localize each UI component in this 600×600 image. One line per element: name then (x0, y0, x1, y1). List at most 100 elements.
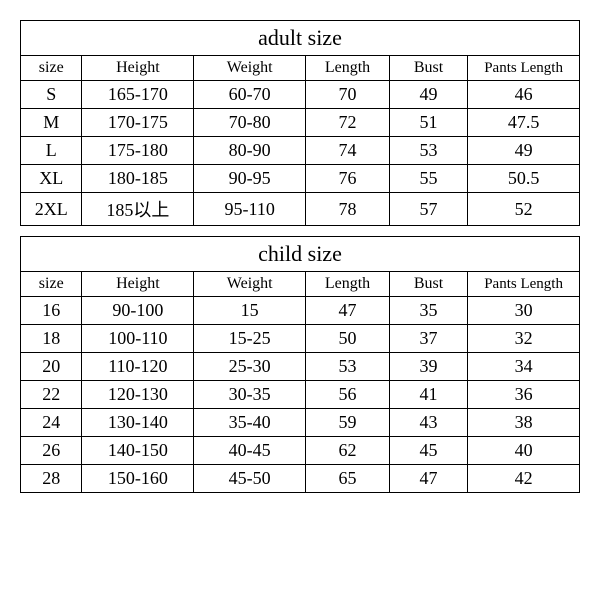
cell-weight: 15 (194, 297, 306, 325)
cell-length: 50 (306, 325, 390, 353)
cell-bust: 55 (389, 165, 467, 193)
table-gap (20, 226, 580, 236)
cell-length: 56 (306, 381, 390, 409)
cell-height: 110-120 (82, 353, 194, 381)
cell-length: 78 (306, 193, 390, 226)
cell-size: M (21, 109, 82, 137)
cell-size: 20 (21, 353, 82, 381)
cell-bust: 47 (389, 465, 467, 493)
cell-bust: 57 (389, 193, 467, 226)
col-header-length: Length (306, 56, 390, 81)
table-title-row: child size (21, 237, 580, 272)
col-header-length: Length (306, 272, 390, 297)
cell-pants: 50.5 (468, 165, 580, 193)
table-row: M 170-175 70-80 72 51 47.5 (21, 109, 580, 137)
cell-pants: 42 (468, 465, 580, 493)
cell-height: 120-130 (82, 381, 194, 409)
cell-pants: 46 (468, 81, 580, 109)
cell-bust: 53 (389, 137, 467, 165)
cell-height: 100-110 (82, 325, 194, 353)
col-header-bust: Bust (389, 272, 467, 297)
cell-weight: 80-90 (194, 137, 306, 165)
cell-size: 16 (21, 297, 82, 325)
col-header-size: size (21, 272, 82, 297)
cell-weight: 95-110 (194, 193, 306, 226)
cell-size: 24 (21, 409, 82, 437)
cell-pants: 52 (468, 193, 580, 226)
table-row: 16 90-100 15 47 35 30 (21, 297, 580, 325)
table-title-row: adult size (21, 21, 580, 56)
table-row: 28 150-160 45-50 65 47 42 (21, 465, 580, 493)
cell-length: 53 (306, 353, 390, 381)
cell-bust: 45 (389, 437, 467, 465)
cell-bust: 39 (389, 353, 467, 381)
col-header-height: Height (82, 56, 194, 81)
table-header-row: size Height Weight Length Bust Pants Len… (21, 272, 580, 297)
cell-length: 62 (306, 437, 390, 465)
cell-pants: 38 (468, 409, 580, 437)
cell-weight: 60-70 (194, 81, 306, 109)
cell-height: 150-160 (82, 465, 194, 493)
cell-pants: 36 (468, 381, 580, 409)
cell-weight: 45-50 (194, 465, 306, 493)
cell-length: 76 (306, 165, 390, 193)
cell-height: 140-150 (82, 437, 194, 465)
cell-bust: 35 (389, 297, 467, 325)
col-header-size: size (21, 56, 82, 81)
cell-bust: 37 (389, 325, 467, 353)
cell-bust: 51 (389, 109, 467, 137)
col-header-pants: Pants Length (468, 56, 580, 81)
table-row: S 165-170 60-70 70 49 46 (21, 81, 580, 109)
table-row: 26 140-150 40-45 62 45 40 (21, 437, 580, 465)
cell-length: 70 (306, 81, 390, 109)
table-row: 22 120-130 30-35 56 41 36 (21, 381, 580, 409)
cell-weight: 30-35 (194, 381, 306, 409)
cell-height: 90-100 (82, 297, 194, 325)
table-header-row: size Height Weight Length Bust Pants Len… (21, 56, 580, 81)
cell-weight: 90-95 (194, 165, 306, 193)
table-title: child size (21, 237, 580, 272)
cell-size: XL (21, 165, 82, 193)
table-row: L 175-180 80-90 74 53 49 (21, 137, 580, 165)
cell-pants: 49 (468, 137, 580, 165)
cell-length: 65 (306, 465, 390, 493)
cell-pants: 32 (468, 325, 580, 353)
cell-size: 26 (21, 437, 82, 465)
adult-size-table: adult size size Height Weight Length Bus… (20, 20, 580, 226)
cell-weight: 25-30 (194, 353, 306, 381)
col-header-weight: Weight (194, 272, 306, 297)
cell-size: S (21, 81, 82, 109)
cell-bust: 41 (389, 381, 467, 409)
cell-bust: 43 (389, 409, 467, 437)
cell-weight: 70-80 (194, 109, 306, 137)
col-header-weight: Weight (194, 56, 306, 81)
col-header-bust: Bust (389, 56, 467, 81)
cell-pants: 30 (468, 297, 580, 325)
table-row: 20 110-120 25-30 53 39 34 (21, 353, 580, 381)
col-header-pants: Pants Length (468, 272, 580, 297)
cell-height: 130-140 (82, 409, 194, 437)
cell-length: 74 (306, 137, 390, 165)
cell-size: 18 (21, 325, 82, 353)
cell-pants: 47.5 (468, 109, 580, 137)
cell-weight: 40-45 (194, 437, 306, 465)
size-chart-page: adult size size Height Weight Length Bus… (0, 0, 600, 513)
col-header-height: Height (82, 272, 194, 297)
cell-pants: 40 (468, 437, 580, 465)
cell-size: 2XL (21, 193, 82, 226)
cell-length: 47 (306, 297, 390, 325)
cell-size: 28 (21, 465, 82, 493)
cell-pants: 34 (468, 353, 580, 381)
cell-size: L (21, 137, 82, 165)
table-row: 2XL 185以上 95-110 78 57 52 (21, 193, 580, 226)
table-row: 18 100-110 15-25 50 37 32 (21, 325, 580, 353)
cell-height: 170-175 (82, 109, 194, 137)
cell-weight: 15-25 (194, 325, 306, 353)
table-title: adult size (21, 21, 580, 56)
cell-length: 72 (306, 109, 390, 137)
cell-size: 22 (21, 381, 82, 409)
table-row: XL 180-185 90-95 76 55 50.5 (21, 165, 580, 193)
cell-bust: 49 (389, 81, 467, 109)
cell-height: 185以上 (82, 193, 194, 226)
cell-height: 180-185 (82, 165, 194, 193)
